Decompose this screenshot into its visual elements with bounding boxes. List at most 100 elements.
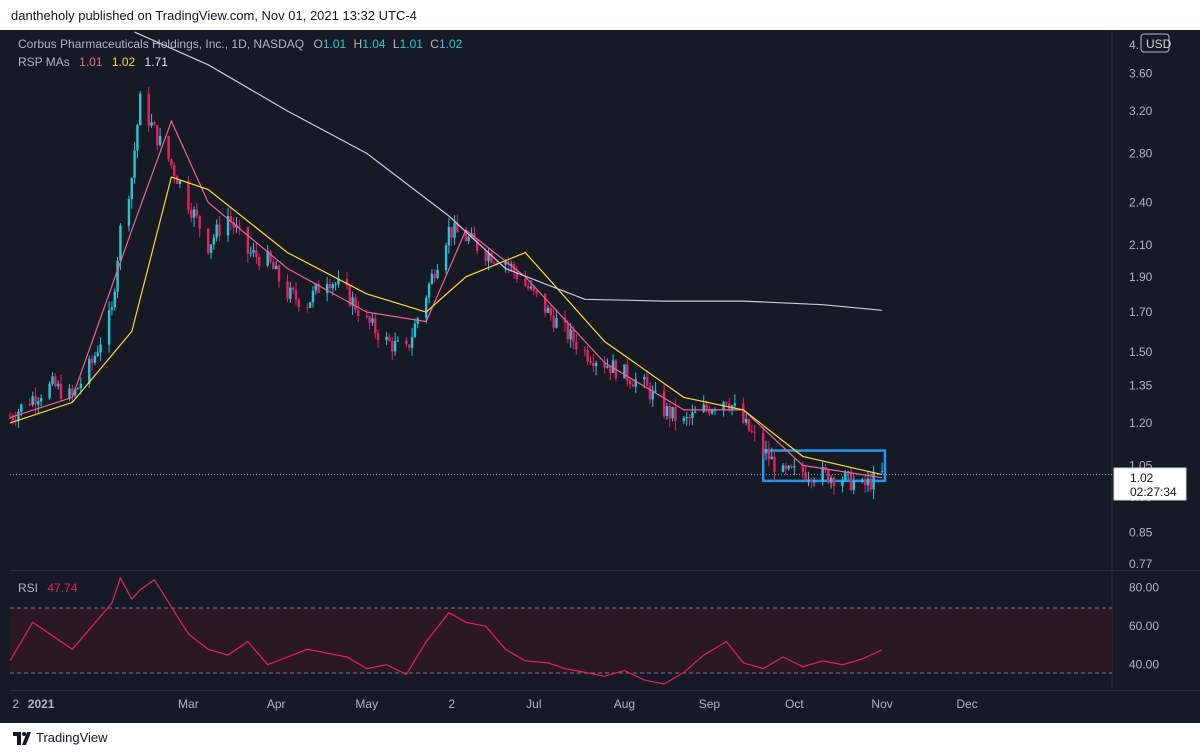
candle-body[interactable]: [255, 250, 258, 257]
candle-body[interactable]: [153, 122, 156, 126]
candle-body[interactable]: [410, 337, 414, 348]
candle-body[interactable]: [490, 253, 493, 263]
candle-body[interactable]: [569, 329, 572, 340]
candle-body[interactable]: [464, 232, 468, 242]
candle-body[interactable]: [626, 364, 629, 381]
candle-body[interactable]: [863, 479, 867, 486]
candle-body[interactable]: [849, 471, 853, 491]
candle-body[interactable]: [198, 215, 201, 229]
candle-body[interactable]: [209, 244, 213, 253]
candle-body[interactable]: [59, 383, 63, 399]
candle-body[interactable]: [623, 364, 626, 379]
candle-body[interactable]: [688, 417, 691, 419]
candle-body[interactable]: [31, 396, 34, 405]
candle-body[interactable]: [880, 471, 884, 473]
candle-body[interactable]: [269, 251, 272, 262]
candle-body[interactable]: [337, 279, 340, 285]
candle-body[interactable]: [665, 406, 669, 417]
candle-body[interactable]: [408, 344, 411, 348]
candle-body[interactable]: [685, 417, 688, 419]
symbol-legend[interactable]: Corbus Pharmaceuticals Holdings, Inc., 1…: [18, 37, 463, 51]
candle-body[interactable]: [555, 317, 558, 328]
candle-body[interactable]: [450, 226, 453, 238]
candle-body[interactable]: [742, 403, 745, 423]
candle-body[interactable]: [393, 341, 397, 352]
candle-body[interactable]: [178, 180, 182, 185]
candle-body[interactable]: [671, 406, 674, 419]
candle-body[interactable]: [187, 180, 190, 211]
candle-body[interactable]: [376, 333, 380, 341]
candle-body[interactable]: [136, 125, 139, 151]
candle-body[interactable]: [784, 465, 788, 469]
candle-body[interactable]: [96, 352, 99, 356]
candle-body[interactable]: [592, 362, 595, 367]
candle-body[interactable]: [654, 390, 657, 392]
candle-body[interactable]: [277, 265, 281, 282]
candle-body[interactable]: [93, 355, 97, 363]
candle-body[interactable]: [829, 477, 833, 483]
candle-body[interactable]: [130, 178, 133, 200]
consolidation-box[interactable]: [761, 449, 887, 483]
candle-body[interactable]: [453, 223, 456, 238]
candle-body[interactable]: [79, 383, 82, 389]
candle-body[interactable]: [532, 286, 536, 291]
candle-body[interactable]: [192, 209, 196, 218]
candle-body[interactable]: [345, 279, 349, 286]
candle-body[interactable]: [725, 402, 728, 404]
candle-body[interactable]: [526, 285, 530, 289]
candle-body[interactable]: [147, 93, 150, 126]
candle-body[interactable]: [76, 388, 80, 390]
candle-body[interactable]: [331, 284, 334, 289]
candle-body[interactable]: [226, 216, 230, 236]
chart-area[interactable]: 3.60 3.20 2.80 2.40 2.10 1.90 1.70 1.50 1.35 1.20…: [0, 30, 1200, 723]
candle-body[interactable]: [150, 122, 153, 126]
candle-body[interactable]: [476, 240, 479, 251]
candle-body[interactable]: [90, 358, 94, 363]
candle-body[interactable]: [549, 307, 553, 316]
candle-body[interactable]: [651, 390, 654, 400]
candle-body[interactable]: [781, 465, 785, 472]
candle-body[interactable]: [48, 383, 51, 399]
candle-body[interactable]: [753, 431, 756, 433]
rsi-pane[interactable]: RSI 47.74 80.00 60.00 40.00: [9, 576, 1159, 685]
candle-body[interactable]: [711, 410, 714, 414]
candle-body[interactable]: [28, 404, 32, 406]
candle-body[interactable]: [17, 411, 20, 421]
consolidation-rectangle[interactable]: [761, 449, 887, 483]
candle-body[interactable]: [790, 465, 793, 468]
candle-body[interactable]: [328, 283, 332, 289]
candle-body[interactable]: [812, 480, 816, 483]
candle-body[interactable]: [827, 470, 830, 483]
candle-body[interactable]: [425, 297, 428, 319]
candle-body[interactable]: [351, 297, 354, 306]
candle-body[interactable]: [586, 350, 589, 362]
candle-body[interactable]: [107, 310, 111, 345]
candle-body[interactable]: [674, 406, 677, 421]
candle-body[interactable]: [543, 293, 547, 313]
candle-body[interactable]: [773, 456, 776, 472]
candle-body[interactable]: [433, 273, 436, 279]
candle-body[interactable]: [317, 283, 320, 294]
candle-body[interactable]: [167, 136, 170, 160]
candle-body[interactable]: [266, 251, 269, 266]
candle-body[interactable]: [365, 316, 368, 318]
candle-body[interactable]: [212, 237, 216, 245]
currency-badge[interactable]: [1140, 33, 1170, 53]
candle-body[interactable]: [156, 125, 159, 145]
candle-body[interactable]: [246, 227, 250, 254]
candle-body[interactable]: [430, 273, 434, 284]
candle-body[interactable]: [645, 376, 649, 386]
candle-body[interactable]: [611, 360, 615, 373]
candle-body[interactable]: [634, 379, 637, 387]
candle-body[interactable]: [34, 396, 37, 405]
candle-body[interactable]: [396, 340, 400, 342]
candle-body[interactable]: [694, 411, 697, 413]
candle-body[interactable]: [391, 340, 394, 352]
candle-body[interactable]: [810, 479, 813, 483]
candle-body[interactable]: [354, 297, 357, 310]
candle-body[interactable]: [195, 209, 199, 216]
candle-body[interactable]: [249, 252, 252, 254]
time-axis[interactable]: 2 2021 Mar Apr May 2 Jul Aug Sep Oct Nov Dec: [12, 697, 977, 711]
candle-body[interactable]: [504, 262, 507, 265]
candle-body[interactable]: [207, 228, 210, 253]
